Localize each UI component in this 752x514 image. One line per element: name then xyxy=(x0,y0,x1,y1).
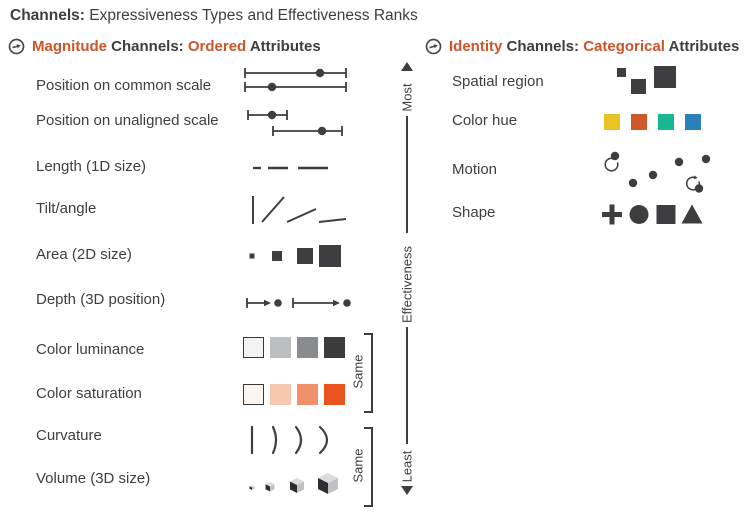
row-label-volume: Volume (3D size) xyxy=(36,470,151,487)
axis-effectiveness-label: Effectiveness xyxy=(399,245,415,324)
row-label-luminance: Color luminance xyxy=(36,341,145,358)
ordered-word: Ordered xyxy=(187,38,247,55)
arrow-to-dot-icon xyxy=(246,298,351,308)
scattered-squares-icon xyxy=(617,66,676,94)
same-bracket-shape xyxy=(364,427,373,507)
least-arrow-down-icon xyxy=(401,486,413,495)
identity-mid: Channels: xyxy=(502,38,584,55)
hue-swatch-yellow xyxy=(604,114,620,130)
row-label-area: Area (2D size) xyxy=(36,246,132,263)
row-label-shape: Shape xyxy=(452,204,496,221)
same-label-shape: Same xyxy=(350,448,366,483)
identity-tail: Attributes xyxy=(664,38,740,55)
row-label-curvature: Curvature xyxy=(36,427,102,444)
luminance-swatch-3 xyxy=(297,337,318,358)
axis-line-upper xyxy=(406,116,408,233)
row-label-length: Length (1D size) xyxy=(36,158,147,175)
same-bracket-color xyxy=(364,333,373,413)
row-label-color-hue: Color hue xyxy=(452,112,518,129)
same-label-color: Same xyxy=(350,354,366,389)
magnitude-header: Magnitude Channels: Ordered Attributes xyxy=(8,38,321,55)
row-label-depth: Depth (3D position) xyxy=(36,291,166,308)
increasing-cubes-icon xyxy=(249,473,338,494)
most-arrow-up-icon xyxy=(401,62,413,71)
plus-circle-square-triangle-icon xyxy=(602,204,703,225)
saturation-swatch-1 xyxy=(243,384,264,405)
saturation-swatch-2 xyxy=(270,384,291,405)
circled-arrow-icon xyxy=(425,38,442,55)
hue-swatch-blue xyxy=(685,114,701,130)
unaligned-position-dot-lines-icon xyxy=(247,110,343,136)
identity-word: Identity xyxy=(449,38,503,55)
increasing-curves-icon xyxy=(250,425,329,455)
saturation-swatch-3 xyxy=(297,384,318,405)
categorical-word: Categorical xyxy=(583,38,665,55)
magnitude-mid: Channels: xyxy=(107,38,188,55)
axis-least-label: Least xyxy=(399,450,415,483)
hue-swatch-orange xyxy=(631,114,647,130)
increasing-line-segments-icon xyxy=(253,166,328,170)
rotating-lines-icon xyxy=(252,196,347,224)
row-label-spatial-region: Spatial region xyxy=(452,73,544,90)
axis-line-lower xyxy=(406,327,408,444)
title-rest: Expressiveness Types and Effectiveness R… xyxy=(84,7,418,24)
row-label-motion: Motion xyxy=(452,161,498,178)
figure-title: Channels: Expressiveness Types and Effec… xyxy=(10,7,418,25)
circled-arrow-icon xyxy=(8,38,25,55)
moving-dots-icon xyxy=(604,151,711,193)
luminance-swatch-2 xyxy=(270,337,291,358)
row-label-position-unaligned: Position on unaligned scale xyxy=(36,112,219,129)
identity-header: Identity Channels: Categorical Attribute… xyxy=(425,38,739,55)
title-prefix: Channels: xyxy=(10,7,85,24)
increasing-squares-icon xyxy=(249,245,341,267)
row-label-tilt: Tilt/angle xyxy=(36,200,97,217)
luminance-swatch-4 xyxy=(324,337,345,358)
magnitude-tail: Attributes xyxy=(246,38,321,55)
saturation-swatch-4 xyxy=(324,384,345,405)
luminance-swatch-1 xyxy=(243,337,264,358)
row-label-position-common: Position on common scale xyxy=(36,77,212,94)
aligned-position-dot-lines-icon xyxy=(244,68,347,92)
row-label-saturation: Color saturation xyxy=(36,385,142,402)
hue-swatch-green xyxy=(658,114,674,130)
magnitude-word: Magnitude xyxy=(32,38,107,55)
axis-most-label: Most xyxy=(399,83,415,112)
